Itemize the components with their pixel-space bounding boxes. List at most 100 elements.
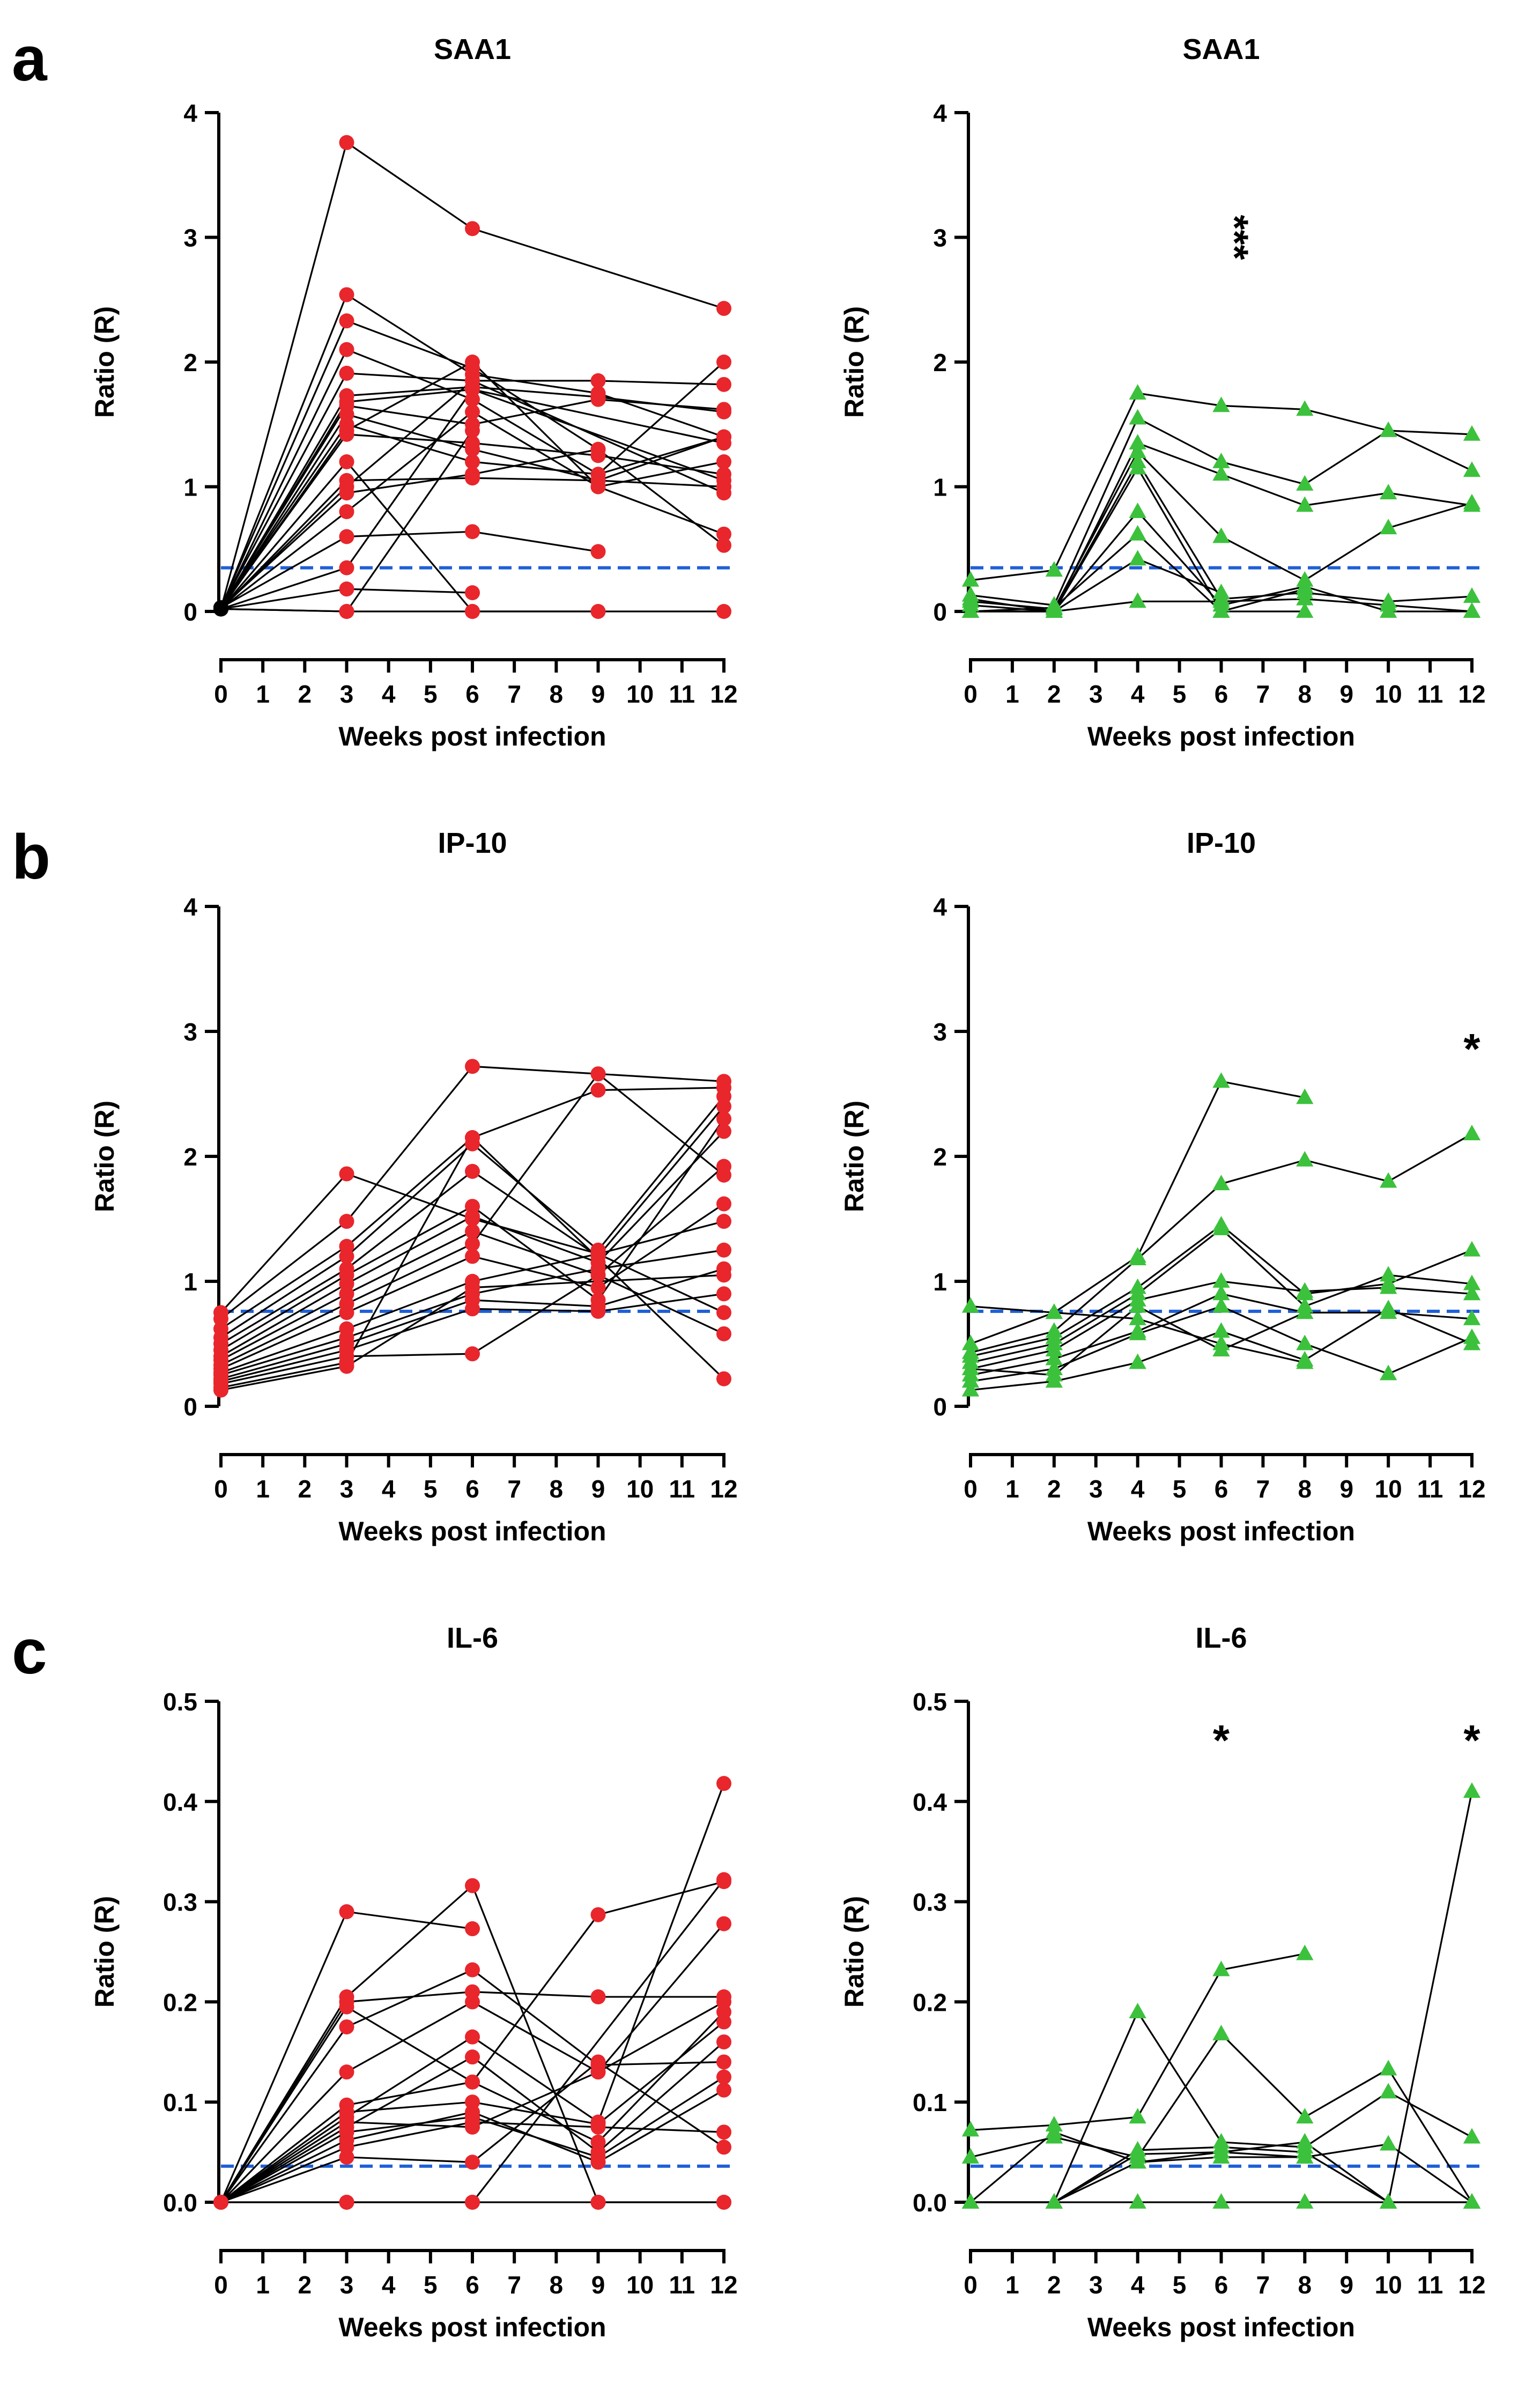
y-tick-label: 0 (183, 598, 197, 626)
y-tick-label: 2 (933, 349, 947, 377)
y-tick-label: 4 (183, 893, 197, 921)
data-point (465, 1208, 480, 1224)
data-point (465, 1059, 480, 1074)
panel-label-b: b (12, 822, 50, 892)
data-point (1463, 1125, 1481, 1140)
data-point (1380, 2193, 1397, 2209)
data-point (1463, 493, 1481, 510)
x-tick-label: 3 (1089, 1475, 1103, 1503)
significance-annotation: *** (1213, 215, 1256, 260)
x-tick-label: 4 (1131, 680, 1145, 708)
data-point (961, 2148, 980, 2164)
data-point (590, 1280, 606, 1295)
significance-annotation: * (1463, 1025, 1480, 1073)
data-point (1296, 1150, 1314, 1167)
data-point (961, 571, 980, 587)
data-point (590, 392, 606, 407)
data-point (1212, 1285, 1230, 1301)
data-point (465, 2029, 480, 2045)
data-point (1463, 461, 1481, 477)
data-point (465, 2114, 480, 2130)
data-point (465, 585, 480, 601)
data-point (213, 601, 228, 617)
x-axis-label: Weeks post infection (338, 721, 606, 751)
data-point (1296, 602, 1314, 618)
data-point (339, 135, 354, 150)
x-tick-label: 5 (424, 1475, 438, 1503)
x-tick-label: 7 (507, 2271, 521, 2299)
data-point (1129, 384, 1146, 400)
significance-annotation: * (1213, 1716, 1230, 1764)
significance-annotation: * (1463, 1716, 1480, 1764)
data-point (1212, 1341, 1230, 1357)
data-point (590, 1246, 606, 1261)
data-point (339, 581, 354, 597)
data-point (1463, 1309, 1481, 1325)
series-line (220, 530, 598, 609)
x-tick-label: 2 (298, 2271, 312, 2299)
data-point (1129, 592, 1146, 608)
data-point (465, 1223, 480, 1239)
data-point (1045, 1303, 1063, 1319)
data-point (465, 382, 480, 397)
x-tick-label: 2 (1047, 1475, 1061, 1503)
x-axis-label: Weeks post infection (1087, 721, 1355, 751)
data-point (465, 355, 480, 370)
data-point (590, 544, 606, 559)
x-tick-label: 11 (669, 680, 695, 708)
x-tick-label: 6 (1215, 680, 1228, 708)
data-point (590, 373, 606, 388)
data-point (716, 2082, 731, 2098)
data-point (339, 342, 354, 357)
data-point (1463, 1274, 1481, 1290)
data-point (213, 2195, 228, 2210)
data-point (590, 604, 606, 619)
data-point (339, 2149, 354, 2165)
data-point (1296, 1088, 1314, 1104)
series-line (220, 388, 724, 610)
data-point (1296, 2193, 1314, 2209)
y-tick-label: 4 (183, 99, 197, 127)
data-point (716, 1098, 731, 1114)
data-point (339, 313, 354, 329)
y-tick-label: 4 (933, 99, 947, 127)
data-point (1045, 1366, 1063, 1382)
x-tick-label: 3 (340, 680, 354, 708)
y-tick-label: 1 (933, 1268, 947, 1296)
x-tick-label: 0 (214, 2271, 228, 2299)
data-point (1296, 1303, 1314, 1319)
x-tick-label: 12 (710, 1475, 737, 1503)
x-axis-label: Weeks post infection (338, 2312, 606, 2342)
data-point (716, 1214, 731, 1229)
y-tick-label: 3 (933, 1018, 947, 1046)
data-point (1463, 1285, 1481, 1301)
x-tick-label: 7 (507, 1475, 521, 1503)
data-point (1296, 2108, 1314, 2124)
x-tick-label: 11 (1417, 680, 1443, 708)
x-tick-label: 9 (591, 1475, 605, 1503)
data-point (716, 2014, 731, 2030)
x-tick-label: 4 (1131, 1475, 1145, 1503)
data-point (1129, 2003, 1146, 2018)
data-point (1296, 1334, 1314, 1351)
data-point (716, 473, 731, 488)
data-point (465, 467, 480, 482)
data-point (465, 604, 480, 619)
data-point (339, 287, 354, 303)
x-tick-label: 10 (626, 1475, 654, 1503)
y-tick-label: 0.0 (913, 2189, 947, 2217)
data-point (1129, 2145, 1146, 2161)
y-tick-label: 2 (933, 1143, 947, 1171)
data-point (1296, 1944, 1314, 1960)
data-point (1296, 1282, 1314, 1298)
data-point (1212, 465, 1230, 481)
data-point (590, 1303, 606, 1319)
data-point (716, 1286, 731, 1302)
x-tick-label: 2 (1047, 2271, 1061, 2299)
y-tick-label: 0.5 (913, 1688, 947, 1716)
data-point (465, 524, 480, 540)
data-point (465, 1994, 480, 2010)
